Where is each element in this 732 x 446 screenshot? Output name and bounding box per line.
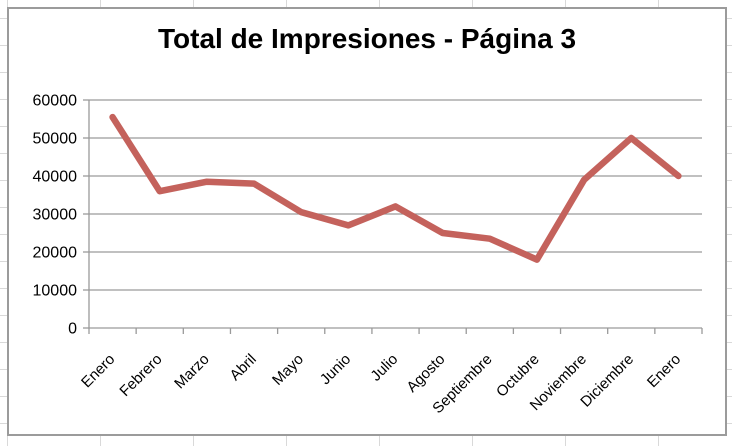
chart[interactable]: Total de Impresiones - Página 3 0 10000 20… [7,7,727,436]
y-tick-label: 30000 [33,207,78,224]
x-category-label: Enero [78,351,118,391]
y-tick-label: 50000 [33,131,78,148]
x-category-label: Mayo [269,351,307,389]
x-category-label: Agosto [403,351,448,396]
x-category-label: Julio [367,351,401,385]
x-category-label: Enero [644,351,684,391]
data-series-line[interactable] [109,113,682,263]
y-tick-label: 20000 [33,245,78,262]
x-category-label: Febrero [116,351,165,400]
y-tick-label: 10000 [33,283,78,300]
y-tick-label: 40000 [33,169,78,186]
line-chart-plot: 0100002000030000400005000060000EneroFebr… [33,93,703,417]
y-tick-label: 60000 [33,93,78,110]
x-category-label: Junio [317,351,354,388]
y-tick-label: 0 [68,321,77,338]
x-category-label: Marzo [171,351,212,392]
x-category-label: Abril [227,351,260,384]
